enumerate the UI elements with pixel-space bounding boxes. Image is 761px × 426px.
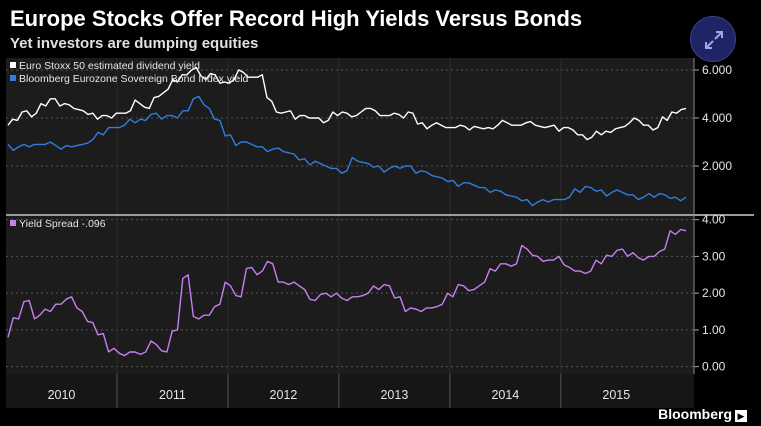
chart-title: Europe Stocks Offer Record High Yields V… [10,6,583,31]
x-tick-label: 2015 [602,388,630,402]
legend-swatch [10,220,16,226]
expand-arrows-icon [705,31,723,49]
series-line-yield-spread [7,228,687,357]
legend-label: Yield Spread -.096 [19,218,106,230]
y-tick-label: 4.000 [702,111,732,125]
y-tick-label: 2.000 [702,159,732,173]
y-tick-label: 2.00 [702,286,726,300]
x-tick-label: 2013 [380,388,408,402]
y-tick-label: 4.00 [702,213,726,227]
top-panel-bg [6,58,694,214]
x-tick-label: 2014 [491,388,519,402]
expand-button[interactable] [690,16,736,62]
series-line-bond-yield [7,95,687,207]
bloomberg-mark-icon: ▶ [735,410,747,422]
bottom-panel-bg [6,216,694,374]
legend-label: Euro Stoxx 50 estimated dividend yield [19,60,200,72]
series-line-dividend-yield [7,66,687,141]
y-tick-label: 3.00 [702,249,726,263]
bloomberg-brand: Bloomberg ▶ [658,406,747,422]
x-tick-label: 2010 [48,388,76,402]
y-tick-label: 6.000 [702,63,732,77]
legend-swatch [10,62,16,68]
legend-label: Bloomberg Eurozone Sovereign Bond Index … [19,73,249,85]
x-tick-label: 2011 [159,388,186,402]
x-axis-band [6,374,694,408]
y-tick-label: 0.00 [702,360,726,374]
x-tick-label: 2012 [270,388,298,402]
chart-subtitle: Yet investors are dumping equities [10,35,259,52]
legend-swatch [10,75,16,81]
y-tick-label: 1.00 [702,323,726,337]
brand-name: Bloomberg [658,406,732,422]
